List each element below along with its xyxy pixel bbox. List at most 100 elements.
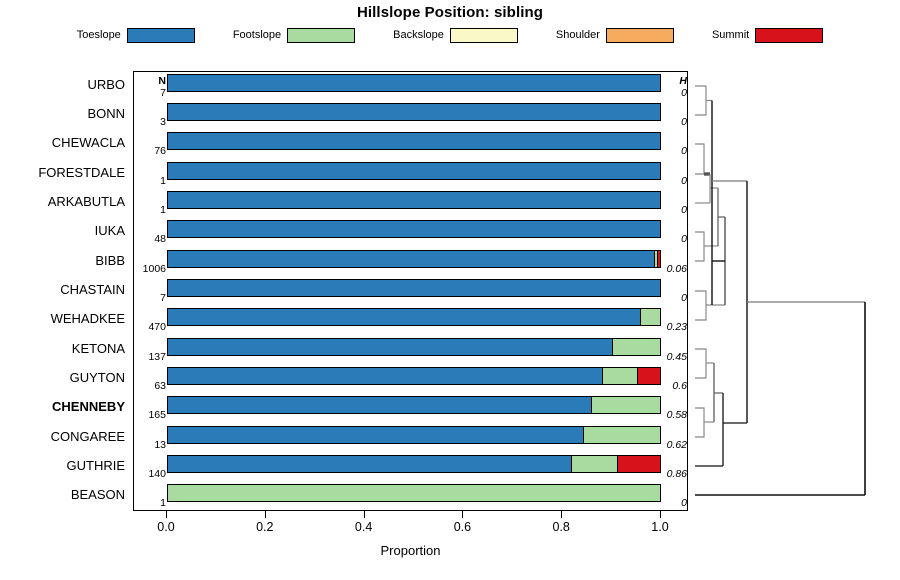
- legend-swatch: [449, 27, 518, 43]
- y-axis-label-wehadkee: WEHADKEE: [50, 311, 125, 327]
- h-value: 0.58: [666, 409, 687, 422]
- n-column-header: N: [158, 75, 166, 87]
- h-value: 0.23: [666, 321, 687, 334]
- y-axis-label-chenneby: CHENNEBY: [52, 399, 125, 415]
- stacked-bar[interactable]: [167, 367, 661, 385]
- h-value: 0.6: [672, 380, 687, 392]
- n-value: 1: [160, 497, 166, 510]
- x-axis-tick-label: 0.4: [354, 520, 373, 534]
- legend-swatch: [126, 27, 195, 43]
- h-value: 0.06: [666, 262, 687, 275]
- stacked-bar[interactable]: [167, 132, 661, 151]
- bar-segment-footslope: [571, 456, 618, 472]
- n-value: 3: [160, 116, 166, 128]
- stacked-bar[interactable]: [167, 191, 661, 209]
- bar-segment-toeslope: [168, 368, 604, 384]
- n-value: 7: [160, 86, 166, 99]
- bar-segment-footslope: [591, 397, 660, 414]
- h-value: 0.45: [666, 350, 687, 363]
- bar-segment-toeslope: [168, 309, 642, 326]
- n-value: 1: [160, 174, 166, 187]
- legend-swatch: [287, 27, 356, 43]
- stacked-bar[interactable]: [167, 396, 661, 415]
- stacked-bar[interactable]: [167, 425, 661, 444]
- bar-segment-toeslope: [168, 74, 660, 91]
- n-value: 470: [148, 321, 166, 334]
- y-axis-label-chastain: CHASTAIN: [60, 282, 125, 297]
- stacked-bar[interactable]: [167, 455, 661, 473]
- h-value: 0: [681, 86, 687, 99]
- y-axis-label-urbo: URBO: [87, 76, 125, 92]
- bar-row: 48 0: [134, 219, 687, 247]
- stacked-bar[interactable]: [167, 73, 661, 92]
- y-axis-label-guyton: GUYTON: [69, 370, 125, 385]
- legend-item-footslope: Footslope: [233, 27, 393, 43]
- legend-item-backslope: Backslope: [393, 27, 556, 43]
- stacked-bar[interactable]: [167, 103, 661, 121]
- bar-segment-footslope: [168, 485, 660, 502]
- x-axis-title: Proportion: [380, 543, 441, 558]
- x-axis-tick-label: 0.8: [552, 520, 570, 534]
- y-axis-label-forestdale: FORESTDALE: [38, 164, 125, 180]
- legend-label: Shoulder: [555, 29, 600, 41]
- bar-segment-toeslope: [168, 162, 660, 179]
- h-value: 0: [681, 145, 687, 158]
- x-axis-tick: [363, 511, 365, 518]
- bar-row: 13 0.62: [134, 425, 687, 453]
- n-value: 165: [148, 409, 166, 422]
- y-axis-label-congaree: CONGAREE: [50, 428, 125, 444]
- n-value: 13: [154, 438, 166, 451]
- legend-item-toeslope: Toeslope: [76, 27, 233, 43]
- x-axis-tick-label: 1.0: [651, 520, 669, 534]
- x-axis: 0.0 0.2 0.4 0.6 0.8 1.0: [133, 511, 688, 551]
- y-axis-label-guthrie: GUTHRIE: [66, 458, 126, 473]
- stacked-bar[interactable]: [167, 220, 661, 239]
- y-axis-labels: URBO BONN CHEWACLA FORESTDALE ARKABUTLA IUKA B…: [0, 71, 130, 511]
- legend-item-summit: Summit: [712, 27, 824, 43]
- x-axis-tick: [166, 511, 167, 518]
- n-value: 48: [154, 233, 166, 246]
- bar-segment-toeslope: [168, 221, 660, 238]
- n-value: 63: [154, 380, 166, 392]
- bar-segment-toeslope: [168, 280, 660, 296]
- legend-label: Backslope: [393, 29, 444, 41]
- n-value: 76: [154, 145, 166, 158]
- n-value: 7: [160, 292, 166, 304]
- stacked-bar[interactable]: [167, 337, 661, 356]
- h-column-header: H: [679, 75, 687, 87]
- bar-segment-toeslope: [168, 426, 585, 443]
- stacked-bar[interactable]: [167, 484, 661, 503]
- stacked-bar[interactable]: [167, 161, 661, 180]
- h-value: 0: [681, 204, 687, 216]
- x-axis-tick: [561, 511, 563, 518]
- legend-item-shoulder: Shoulder: [555, 27, 712, 43]
- y-axis-label-bibb: BIBB: [95, 252, 125, 268]
- stacked-bar[interactable]: [167, 308, 661, 327]
- dendrogram-svg: [695, 85, 866, 496]
- stacked-bar[interactable]: [167, 249, 661, 268]
- h-value: 0: [681, 292, 687, 304]
- x-axis-tick-label: 0.0: [157, 520, 175, 534]
- bar-segment-toeslope: [168, 397, 592, 414]
- legend-label: Toeslope: [76, 29, 121, 41]
- n-value: 1006: [142, 262, 166, 275]
- x-axis-tick: [462, 511, 464, 518]
- bar-row: 63 0.6: [134, 366, 687, 394]
- n-value: 140: [148, 468, 166, 480]
- bar-segment-footslope: [655, 250, 659, 267]
- stacked-bar[interactable]: [167, 279, 661, 297]
- bar-row: 137 0.45: [134, 337, 687, 365]
- bar-row: 76 0: [134, 131, 687, 159]
- bar-segment-footslope: [603, 368, 638, 384]
- h-value: 0: [681, 116, 687, 128]
- plot-area: N H 7 0 3 0 76 0 1 0 1 0 48 0 1006 0.06 7 0 470 0.23 137 0.…: [133, 71, 688, 511]
- bar-segment-summit: [658, 250, 660, 267]
- y-axis-label-iuka: IUKA: [94, 223, 125, 239]
- y-axis-label-arkabutla: ARKABUTLA: [47, 194, 125, 209]
- bar-segment-toeslope: [168, 338, 614, 355]
